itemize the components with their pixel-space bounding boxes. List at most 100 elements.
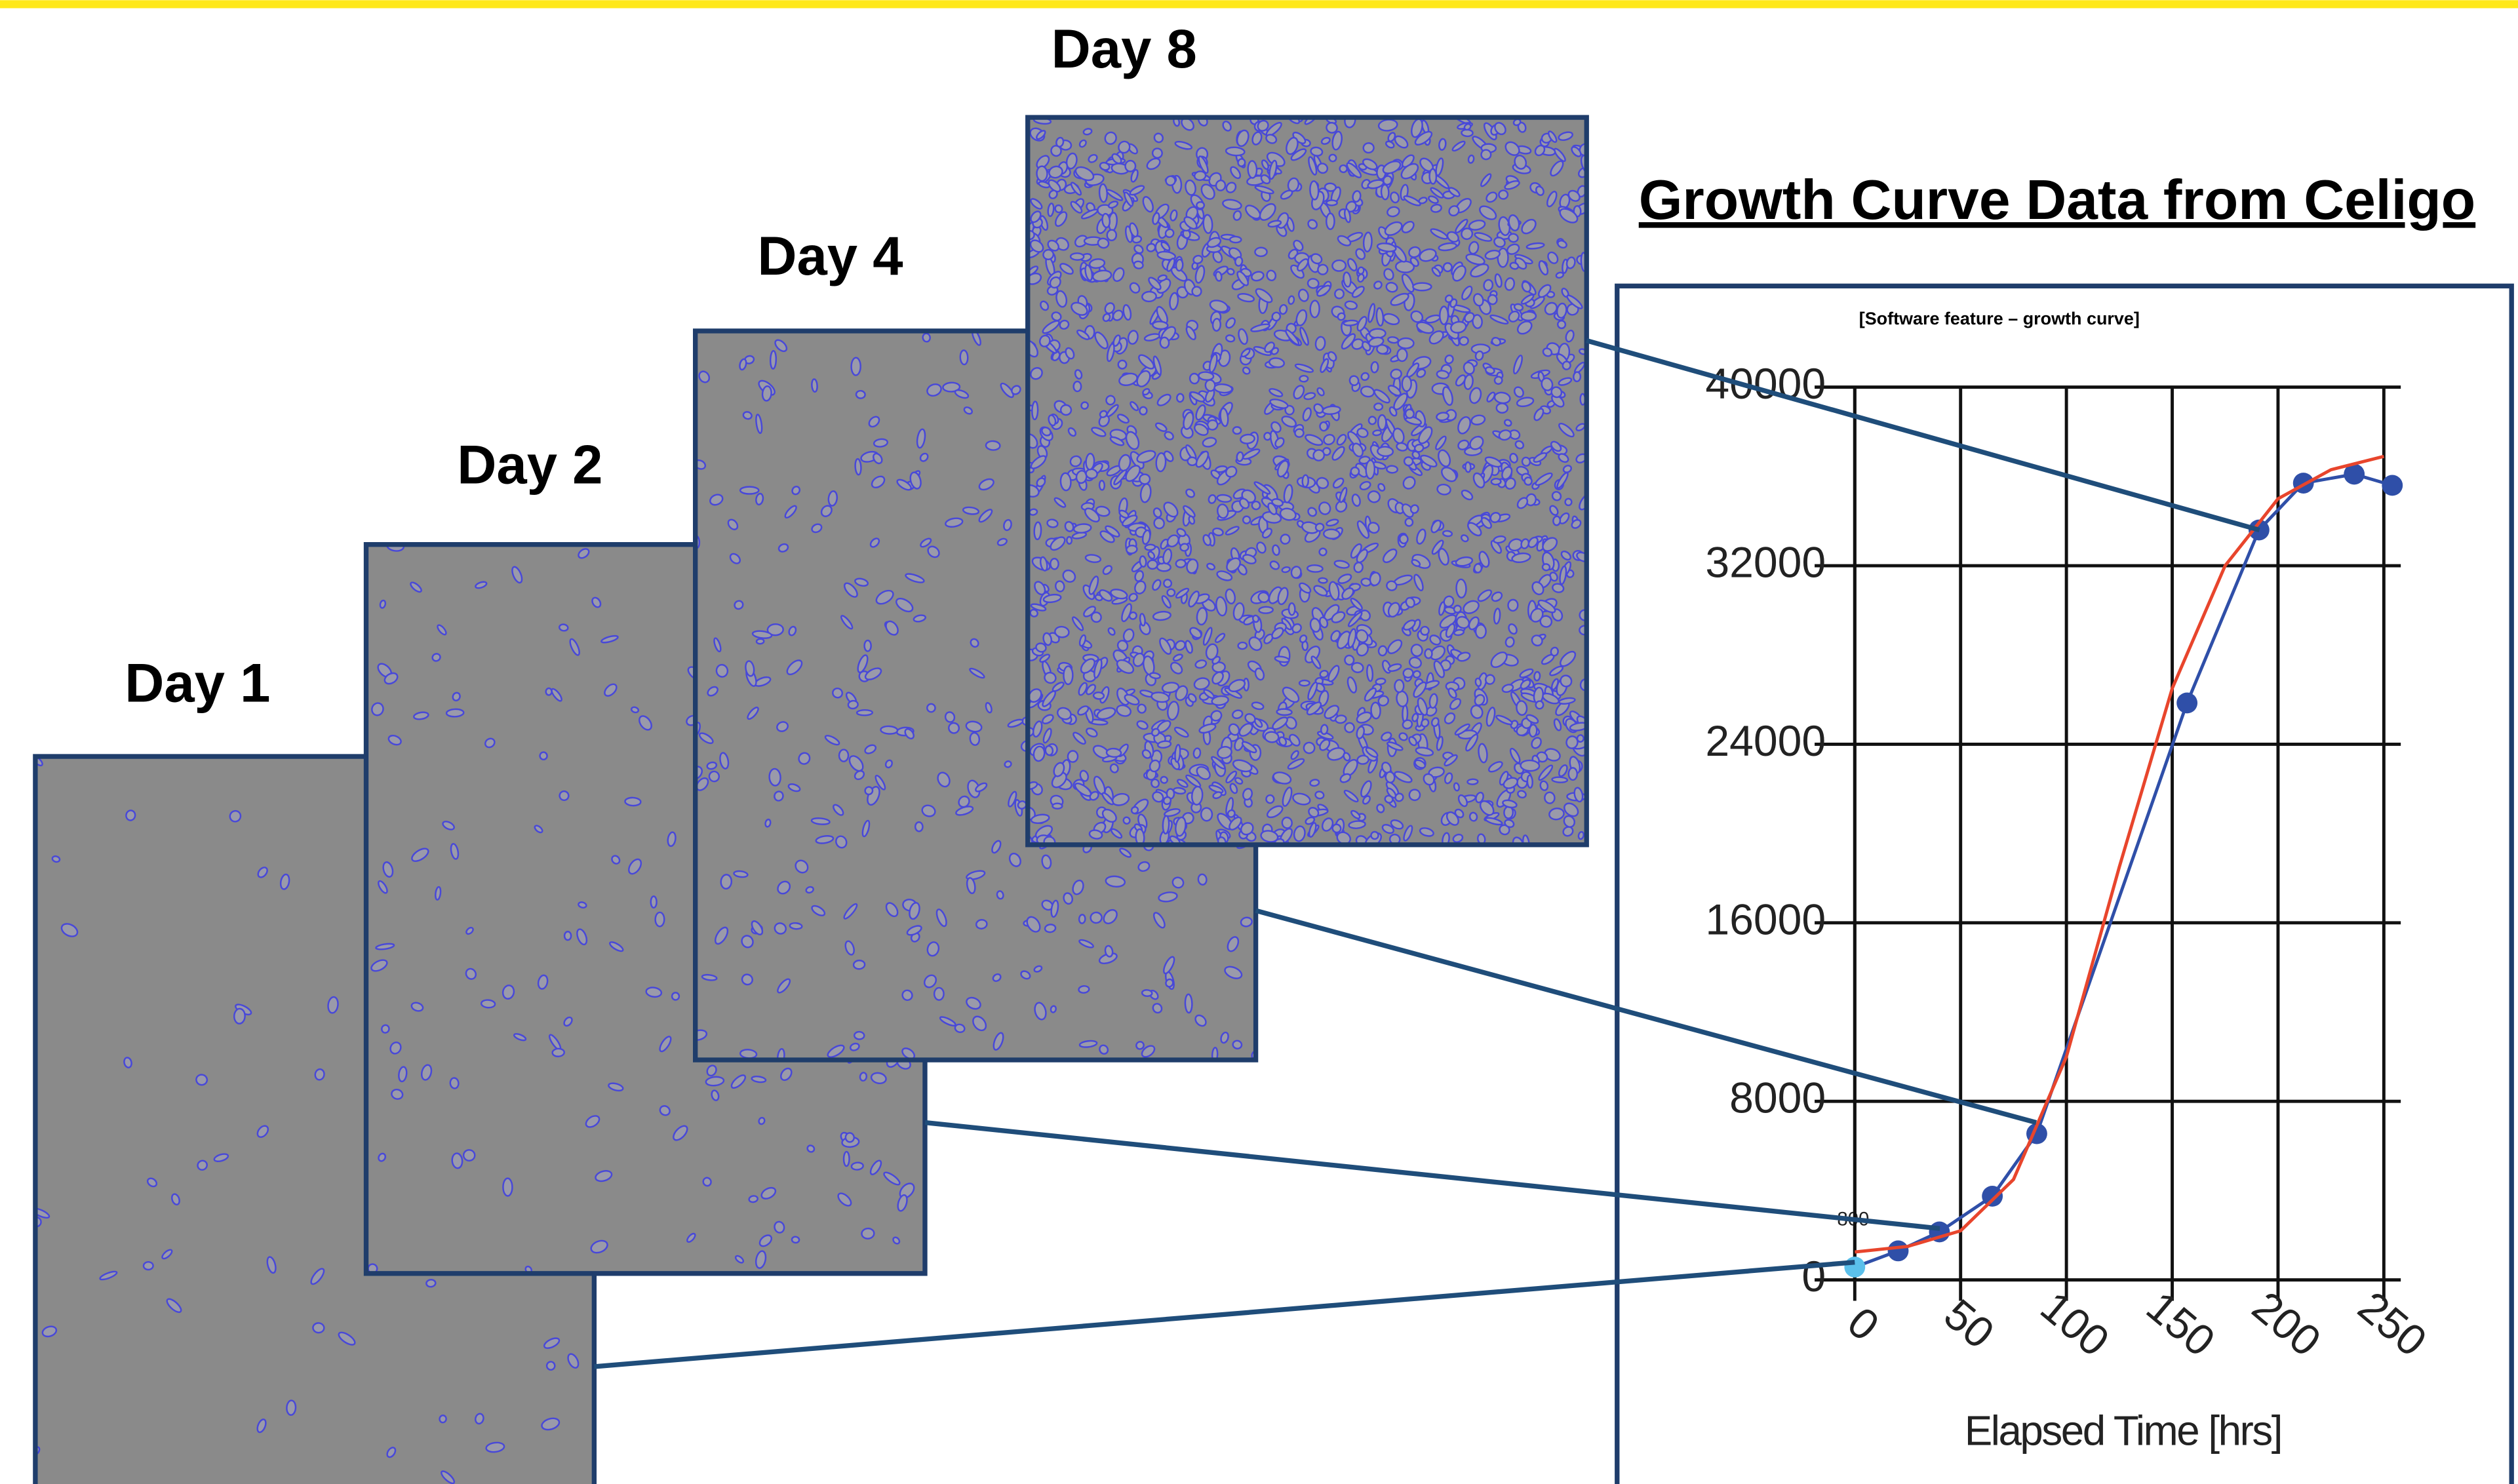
cell [1248, 161, 1257, 178]
cell [1569, 768, 1577, 780]
cell [286, 1400, 296, 1415]
cell [1194, 170, 1206, 180]
cell [125, 810, 136, 821]
cell [1374, 403, 1383, 410]
day-label: Day 1 [125, 653, 270, 714]
cell [1425, 649, 1432, 658]
cell [1354, 562, 1364, 572]
cell [1160, 337, 1170, 348]
cell [1156, 453, 1166, 472]
cell [1162, 815, 1169, 834]
cell [1060, 473, 1071, 490]
cell [1259, 607, 1273, 614]
cell [1440, 306, 1448, 324]
microscopy-image [1020, 111, 1595, 852]
y-tick-label: 24000 [1705, 717, 1826, 766]
cell [1142, 990, 1152, 996]
cell [463, 1149, 475, 1161]
y-tick-label: 8000 [1729, 1074, 1826, 1123]
cell [720, 874, 732, 889]
cell [1320, 422, 1328, 431]
cell [769, 768, 781, 786]
cell [1099, 480, 1105, 490]
cell [1378, 415, 1386, 430]
cell [1029, 509, 1038, 516]
cell [1032, 401, 1038, 420]
cell [1307, 278, 1319, 288]
cell [1413, 283, 1431, 291]
cell [1232, 1040, 1242, 1049]
cell [1079, 914, 1086, 924]
cell [865, 640, 871, 651]
cell [1357, 755, 1369, 764]
top-bar [0, 0, 2518, 8]
cell [1375, 678, 1386, 685]
cell [672, 992, 680, 1000]
cell [1139, 407, 1147, 415]
cell [481, 1000, 496, 1008]
cell [503, 1179, 512, 1196]
cell [1099, 184, 1107, 203]
cell [1142, 291, 1156, 302]
cell [844, 1152, 850, 1166]
cell [1467, 779, 1478, 784]
cell [960, 350, 968, 364]
cell [1086, 454, 1095, 470]
cell [922, 333, 931, 342]
cell [1573, 372, 1581, 381]
cell [1233, 427, 1242, 434]
cell [1196, 202, 1204, 208]
cell [1071, 253, 1084, 260]
cell [1565, 499, 1571, 506]
cell [1529, 724, 1537, 737]
cell [852, 358, 861, 376]
cell [1189, 373, 1199, 383]
data-point [1982, 1186, 2003, 1207]
day-label: Day 2 [457, 435, 602, 496]
cell [450, 1078, 460, 1089]
cell [1139, 474, 1150, 484]
cell [439, 1415, 447, 1423]
cell [1524, 477, 1533, 486]
day-label: Day 4 [757, 225, 903, 286]
cell [1468, 155, 1474, 163]
cell [1264, 433, 1271, 440]
cell [1508, 599, 1518, 611]
cell [1299, 680, 1310, 686]
cell [1276, 709, 1291, 715]
cell [651, 896, 657, 907]
cell [1288, 296, 1295, 305]
cell [1320, 724, 1328, 734]
cell [1542, 564, 1550, 572]
cell [1060, 404, 1072, 416]
cell [1180, 543, 1189, 551]
cell [1421, 627, 1428, 635]
y-tick-label: 32000 [1705, 539, 1826, 587]
cell [1074, 381, 1082, 391]
cell [625, 797, 640, 806]
cell [740, 487, 758, 494]
cell [1508, 233, 1519, 243]
cell [845, 1133, 855, 1142]
data-point [2176, 693, 2197, 714]
cell [1469, 812, 1478, 822]
cell [1045, 745, 1053, 756]
cell [1366, 460, 1375, 478]
cell [789, 922, 802, 929]
x-axis-label: Elapsed Time [hrs] [1965, 1408, 2281, 1455]
cell [1192, 286, 1202, 296]
cell [1521, 311, 1536, 321]
cell [546, 688, 552, 695]
cell [1400, 534, 1409, 544]
y-tick-label: 0 [1801, 1253, 1826, 1301]
cell [1107, 748, 1122, 757]
cell [762, 386, 772, 402]
cell [1318, 577, 1328, 583]
cell [1371, 832, 1379, 840]
cell [791, 1236, 799, 1243]
cell [313, 1323, 325, 1333]
cell [1326, 200, 1337, 205]
cell [1405, 409, 1414, 418]
cell [1265, 732, 1279, 743]
cell [854, 960, 865, 969]
